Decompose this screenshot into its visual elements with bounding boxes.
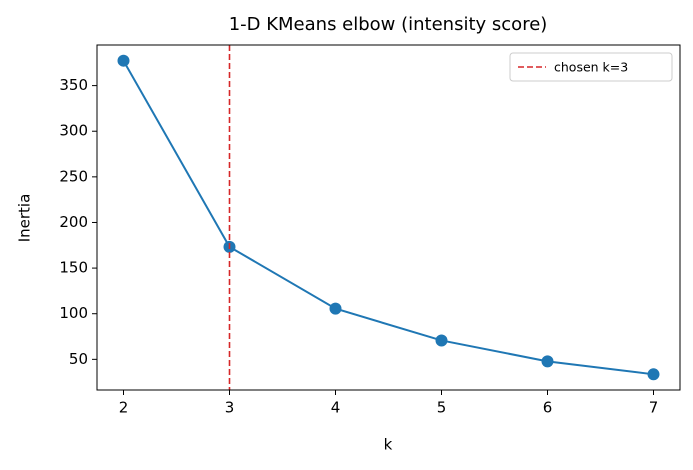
y-tick-label: 200 — [59, 213, 88, 231]
legend-box — [509, 52, 673, 82]
marker — [541, 355, 554, 368]
x-tick-label: 2 — [119, 399, 129, 417]
marker — [329, 302, 342, 315]
marker — [117, 54, 130, 67]
y-tick-label: 250 — [59, 167, 88, 185]
marker — [435, 334, 448, 347]
x-tick-label: 4 — [331, 399, 341, 417]
x-axis-label: k — [384, 436, 393, 454]
x-tick-label: 3 — [225, 399, 235, 417]
marker — [647, 368, 660, 381]
x-tick-label: 6 — [543, 399, 553, 417]
y-axis-label: Inertia — [16, 194, 34, 243]
x-tick-label: 7 — [649, 399, 659, 417]
x-tick-label: 5 — [437, 399, 447, 417]
line — [122, 60, 654, 376]
legend-label: chosen k=3 — [554, 60, 628, 75]
plot-frame — [96, 44, 681, 391]
y-tick-label: 300 — [59, 122, 88, 140]
chart-title: 1-D KMeans elbow (intensity score) — [229, 14, 548, 35]
y-tick-label: 350 — [59, 76, 88, 94]
y-tick-label: 150 — [59, 259, 88, 277]
y-tick-label: 50 — [69, 350, 88, 368]
y-tick-label: 100 — [59, 304, 88, 322]
